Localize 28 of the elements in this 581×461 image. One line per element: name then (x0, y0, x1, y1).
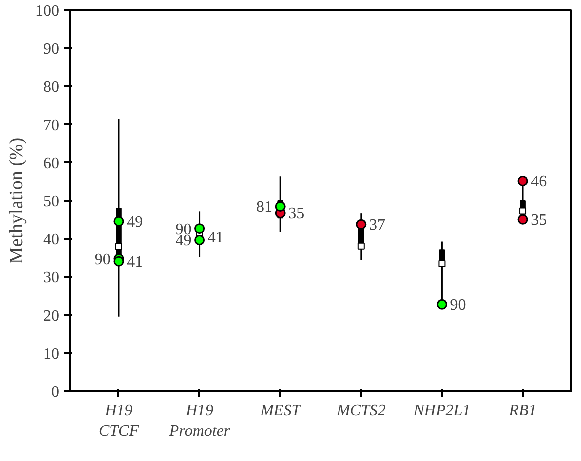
y-tick-label: 80 (44, 79, 60, 96)
annotation: 49 (127, 214, 144, 232)
x-tick-label: RB1 (508, 402, 537, 420)
y-tick-label: 30 (44, 270, 60, 287)
y-tick-label: 100 (36, 3, 60, 20)
annotation: 46 (531, 174, 548, 191)
annotation: 35 (288, 206, 305, 223)
y-tick-label: 10 (44, 346, 60, 363)
annotation: 81 (256, 199, 273, 216)
x-tick-label: MCTS2 (336, 402, 386, 420)
x-tick-label: MEST (260, 402, 302, 420)
x-tick-label: H19 CTCF (98, 402, 140, 440)
y-tick-label: 20 (44, 308, 60, 325)
y-axis-title: Methylation (%) (6, 138, 28, 264)
x-tick-label: NHP2L1 (412, 402, 471, 420)
y-tick-label: 70 (44, 117, 60, 134)
annotation: 90 (94, 251, 111, 268)
annotation: 35 (531, 212, 548, 230)
y-tick-label: 0 (52, 384, 60, 401)
y-tick-label: 90 (44, 41, 60, 58)
annotation: 90 (450, 297, 466, 314)
y-tick-label: 60 (44, 155, 60, 172)
annotation: 41 (208, 230, 224, 247)
annotation: 37 (369, 217, 386, 234)
y-tick-label: 50 (44, 194, 60, 210)
y-tick-label: 40 (44, 232, 60, 249)
annotation: 41 (127, 254, 144, 272)
x-tick-label: H19 Promoter (168, 402, 231, 440)
